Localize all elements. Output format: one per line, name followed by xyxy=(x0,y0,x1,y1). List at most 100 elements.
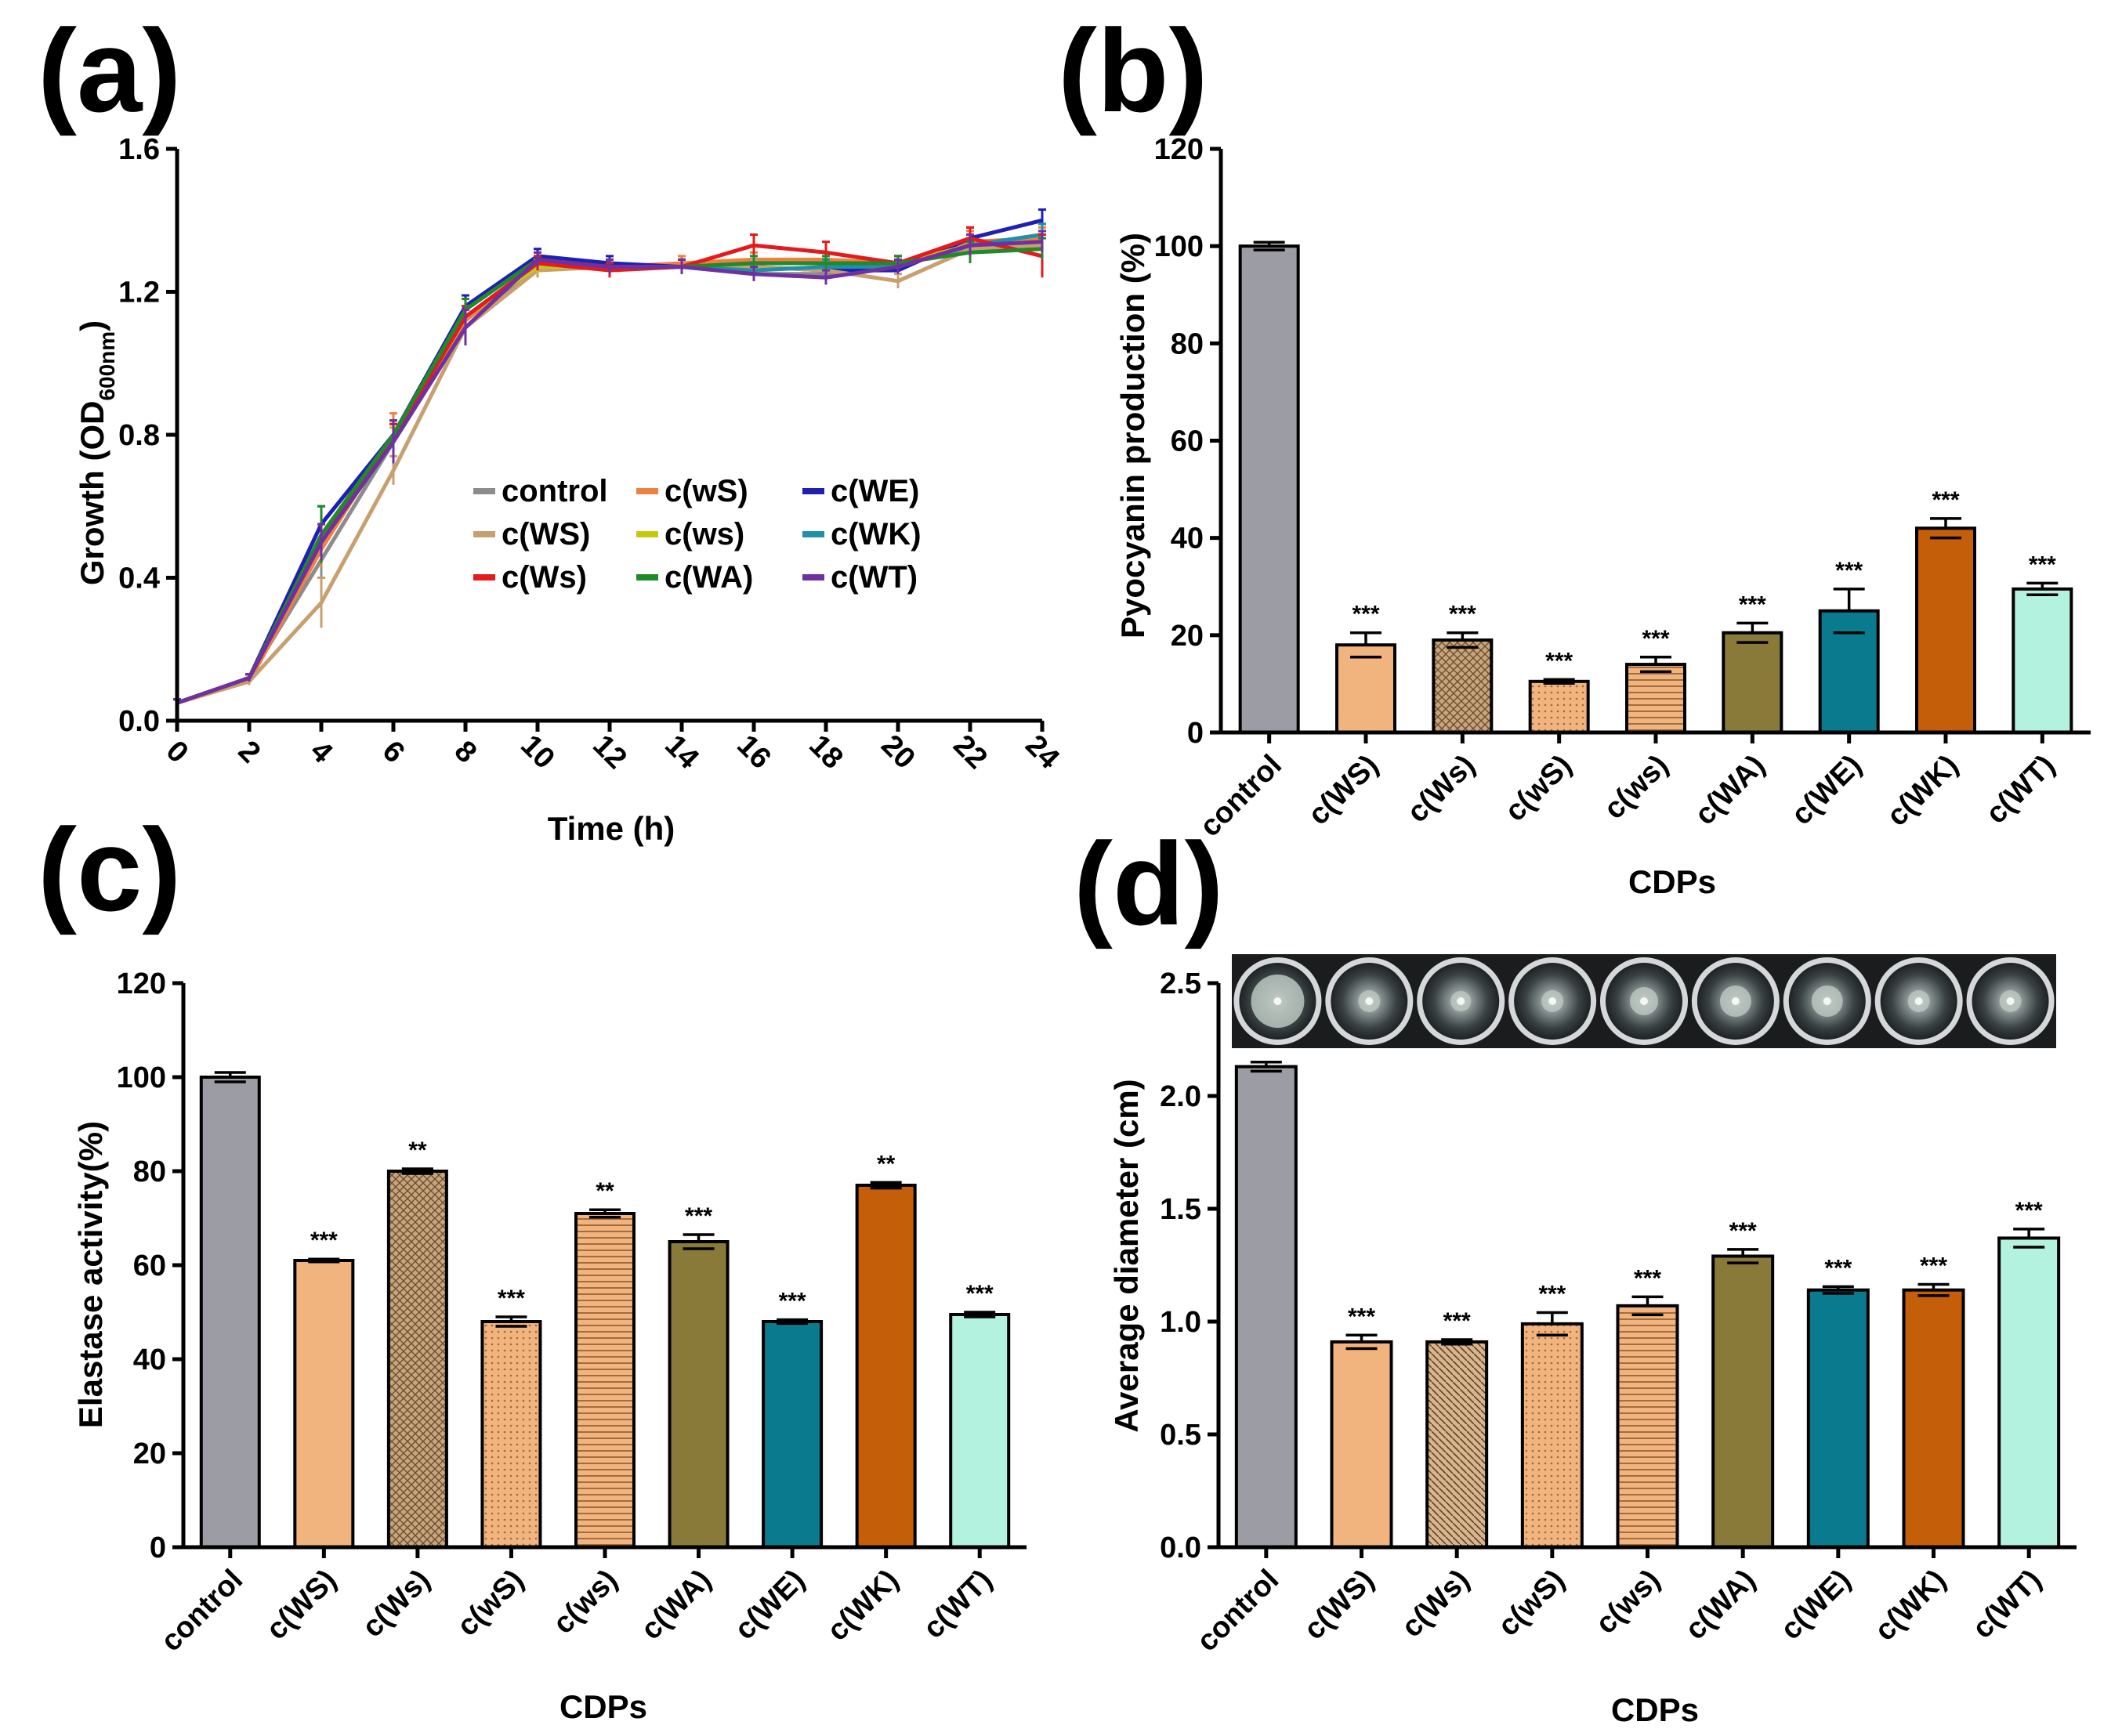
bar-cWs xyxy=(1425,1340,1489,1550)
bar-control xyxy=(1234,1065,1298,1550)
bar-control xyxy=(1238,244,1300,734)
petri-dish-3 xyxy=(1417,957,1505,1045)
series-line xyxy=(176,218,1043,705)
x-tick-label: 2 xyxy=(232,735,267,770)
x-tick-label: c(ws) xyxy=(1598,749,1675,826)
x-tick-label: c(WK) xyxy=(1881,749,1964,833)
x-tick-label: c(wS) xyxy=(1499,749,1578,828)
colony-center xyxy=(1731,997,1740,1005)
series-line xyxy=(176,236,1043,705)
x-tick-label: c(WE) xyxy=(1785,749,1868,832)
series-cwS xyxy=(173,226,1046,707)
colony-center xyxy=(1457,997,1465,1005)
petri-dish-2 xyxy=(1325,957,1414,1045)
significance-label: *** xyxy=(2029,552,2056,577)
colony-center xyxy=(2006,997,2015,1005)
y-axis-title: Elastase activity(%) xyxy=(72,1121,109,1428)
panel-b-pyocyanin-chart: *** *** *** *** *** *** *** *** 0 20 40 60 80 100 120… xyxy=(1114,133,2091,900)
significance-label: *** xyxy=(1634,1265,1661,1291)
significance-label: ** xyxy=(877,1151,896,1177)
bar-cWA xyxy=(1722,631,1783,735)
y-tick-label: 80 xyxy=(1171,327,1204,360)
x-tick-label: 6 xyxy=(376,735,411,770)
x-tick-label: c(WS) xyxy=(260,1564,343,1647)
series-cWs xyxy=(173,226,1046,707)
y-tick-label: 0 xyxy=(150,1532,166,1564)
x-tick-label: c(Ws) xyxy=(356,1564,436,1644)
x-tick-label: c(wS) xyxy=(1492,1564,1571,1643)
significance-label: *** xyxy=(1920,1253,1947,1278)
y-axis-title: Average diameter (cm) xyxy=(1108,1079,1145,1432)
y-tick-label: 1.0 xyxy=(1160,1306,1201,1339)
series-control xyxy=(173,222,1046,707)
bar-cWK xyxy=(1915,526,1976,734)
series-cws xyxy=(173,230,1046,707)
bar-cWA xyxy=(668,1240,730,1549)
x-tick-label: c(Ws) xyxy=(1401,749,1482,830)
y-tick-label: 60 xyxy=(133,1250,166,1282)
significance-label: *** xyxy=(310,1228,338,1253)
bar-cWs xyxy=(1432,638,1494,735)
bar-cWT xyxy=(1997,1236,2061,1549)
bar-control xyxy=(199,1076,261,1549)
x-tick-label: c(WK) xyxy=(821,1564,905,1647)
series-cWE xyxy=(173,208,1046,707)
bar-cWS xyxy=(1330,1340,1393,1550)
y-tick-label: 100 xyxy=(1154,230,1204,263)
x-tick-label: c(WA) xyxy=(1689,749,1772,832)
significance-label: *** xyxy=(1545,648,1573,674)
bar-cWT xyxy=(949,1313,1011,1549)
significance-label: *** xyxy=(779,1289,806,1315)
colony-center xyxy=(1640,997,1648,1005)
x-tick-label: 12 xyxy=(586,729,633,776)
y-tick-label: 40 xyxy=(133,1344,166,1376)
x-tick-label: c(ws) xyxy=(1589,1564,1666,1640)
significance-label: *** xyxy=(1443,1308,1471,1334)
x-tick-label: c(WS) xyxy=(1302,749,1385,832)
y-tick-label: 0.8 xyxy=(118,419,160,452)
series-cWT xyxy=(173,230,1046,707)
x-tick-label: control xyxy=(154,1564,249,1658)
legend-label: c(WT) xyxy=(831,560,918,595)
bar-cwS xyxy=(1520,1322,1584,1549)
y-tick-label: 1.6 xyxy=(118,133,160,166)
bar-cWK xyxy=(855,1184,917,1549)
x-tick-label: c(WA) xyxy=(1679,1564,1762,1647)
colony-center xyxy=(1914,997,1923,1005)
x-tick-label: 4 xyxy=(304,735,339,770)
significance-label: ** xyxy=(596,1178,614,1204)
y-tick-label: 0.4 xyxy=(118,562,160,595)
significance-label: *** xyxy=(1642,626,1669,652)
legend-label: control xyxy=(502,474,608,508)
x-axis-title: CDPs xyxy=(1628,863,1716,900)
panel-d-diameter-chart: *** *** *** *** *** *** *** *** 0.0 0.5 1.0 1.5 2.0… xyxy=(1108,954,2077,1728)
panel-label-c: (c) xyxy=(38,804,181,935)
series-line xyxy=(176,240,1043,705)
bar-cWE xyxy=(1818,609,1880,735)
x-tick-label: c(wS) xyxy=(451,1564,530,1643)
panel-a-growth-chart: 0.00.40.81.21.60 2 4 6 8 10 12 14 16 18 20 22 24 con… xyxy=(74,133,1066,847)
y-tick-label: 20 xyxy=(1171,620,1204,653)
x-axis-title: Time (h) xyxy=(548,810,675,847)
x-tick-label: 20 xyxy=(875,729,922,776)
series-cWK xyxy=(173,222,1046,707)
bar-cws xyxy=(1625,663,1686,734)
petri-dish-7 xyxy=(1783,957,1871,1045)
legend-label: c(WS) xyxy=(502,517,590,552)
significance-label: *** xyxy=(498,1286,525,1311)
series-line xyxy=(176,240,1043,705)
legend-label: c(WA) xyxy=(664,560,753,595)
series-line xyxy=(176,233,1043,705)
significance-label: *** xyxy=(1348,1304,1375,1329)
legend: control c(wS) c(WE) c(WS) c(ws) c(WK) c(Ws) c(W… xyxy=(473,474,922,595)
bar-cWT xyxy=(2012,587,2073,735)
legend-label: c(WE) xyxy=(831,474,919,508)
panel-label-a: (a) xyxy=(38,5,181,136)
bar-cWS xyxy=(293,1259,355,1549)
petri-dish-1 xyxy=(1233,957,1322,1045)
panel-c-elastase-chart: ********************* 020406080100120con… xyxy=(72,967,1027,1725)
x-tick-label: c(WT) xyxy=(917,1564,998,1645)
bar-cwS xyxy=(1528,679,1590,734)
x-tick-label: c(ws) xyxy=(547,1564,624,1640)
panel-label-b: (b) xyxy=(1058,5,1208,136)
